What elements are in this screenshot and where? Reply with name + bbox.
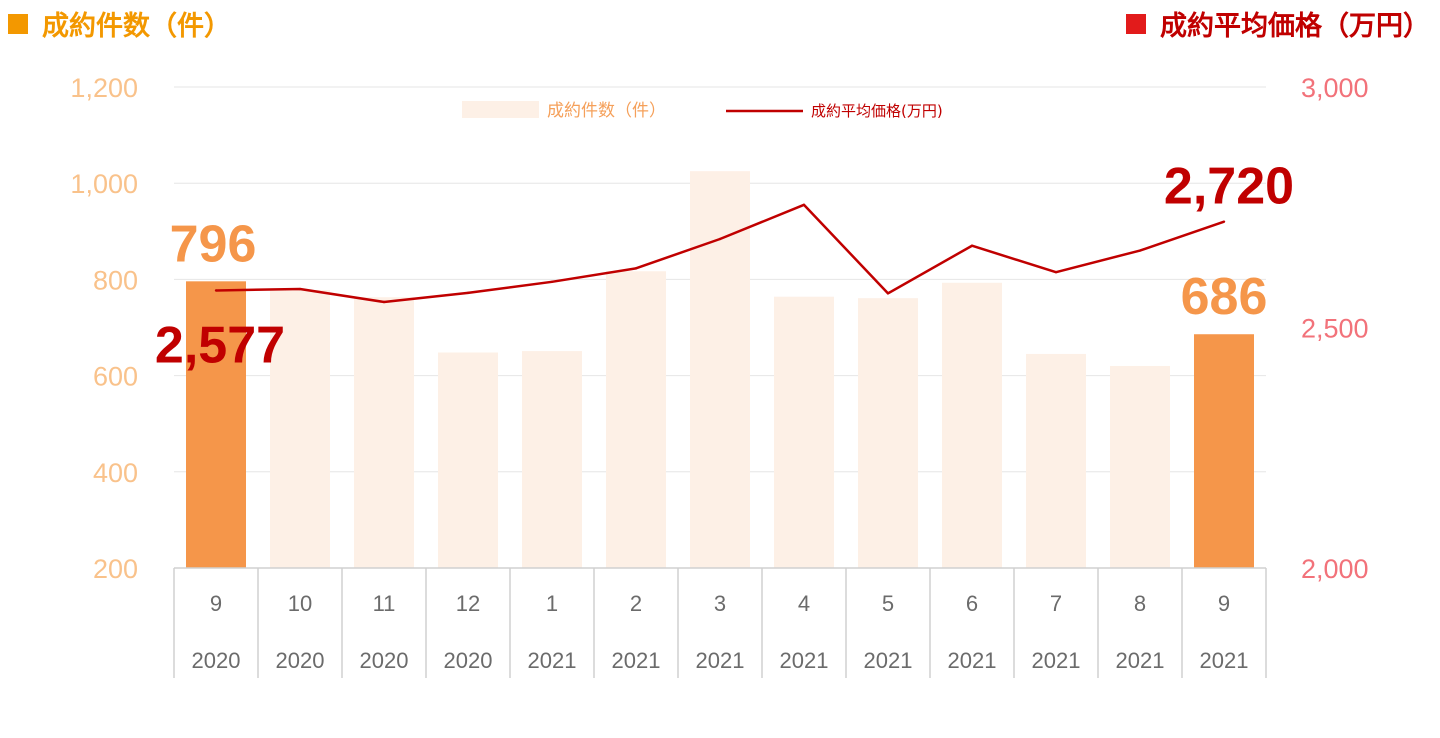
bar [1194,334,1254,568]
bar [438,352,498,568]
line-point [970,244,974,247]
x-tick-label-month: 5 [882,591,894,616]
left-tick-label: 1,000 [70,169,138,199]
legend-line-label: 成約平均価格(万円) [811,102,943,120]
bar [354,297,414,568]
x-tick-label-year: 2021 [528,648,577,673]
data-label: 796 [170,215,257,273]
x-tick-label-year: 2021 [696,648,745,673]
x-tick-label-month: 7 [1050,591,1062,616]
bar [186,281,246,568]
line-point [214,289,218,292]
x-tick-label-month: 12 [456,591,480,616]
x-tick-label-month: 9 [210,591,222,616]
right-axis-title: 成約平均価格（万円） [1126,4,1430,43]
x-tick-label-month: 4 [798,591,810,616]
bar [522,351,582,568]
data-label: 2,720 [1164,158,1294,216]
x-tick-label-year: 2020 [276,648,325,673]
right-tick-label: 2,500 [1301,314,1369,344]
x-tick-label-year: 2021 [948,648,997,673]
x-tick-label-month: 2 [630,591,642,616]
x-tick-label-month: 6 [966,591,978,616]
line-point [298,287,302,291]
bar [606,271,666,568]
line-point [1054,270,1058,274]
line-point [550,280,554,284]
x-tick-label-month: 11 [373,591,396,616]
bar [690,171,750,569]
left-tick-label: 1,200 [70,73,138,103]
bar [270,289,330,568]
left-axis-title-text: 成約件数（件） [42,11,231,42]
line-point [802,203,806,207]
x-tick-label-year: 2021 [1116,648,1165,673]
x-tick-label-month: 8 [1134,591,1146,616]
line-point [634,267,638,270]
right-axis-title-text: 成約平均価格（万円） [1160,11,1430,42]
bar-series-square-icon [8,13,28,34]
left-tick-label: 800 [93,265,138,295]
line-point [1138,249,1142,252]
x-tick-label-year: 2020 [444,648,493,673]
x-tick-label-year: 2021 [1032,648,1081,673]
data-label: 2,577 [155,316,285,374]
bar [774,296,834,568]
bar [942,282,1002,568]
x-tick-label-year: 2021 [780,648,829,673]
x-tick-label-year: 2020 [360,648,409,673]
x-tick-label-month: 10 [288,591,312,616]
data-label: 686 [1181,268,1268,326]
x-tick-label-month: 9 [1218,591,1230,616]
x-tick-label-year: 2020 [192,648,241,673]
line-point [718,237,722,241]
line-point [382,300,386,304]
left-axis-title: 成約件数（件） [8,4,231,43]
right-tick-label: 2,000 [1301,554,1369,584]
x-tick-label-year: 2021 [1200,648,1249,673]
legend-bar-label: 成約件数（件） [547,101,666,121]
right-tick-label: 3,000 [1301,73,1369,103]
left-tick-label: 200 [93,554,138,584]
bar [1110,365,1170,568]
line-point [466,291,470,295]
left-tick-label: 400 [93,458,138,488]
x-tick-label-year: 2021 [864,648,913,673]
x-tick-label-month: 3 [714,591,726,616]
x-tick-label-month: 1 [546,591,558,616]
bar [1026,353,1086,568]
line-point [886,292,890,295]
line-series-square-icon [1126,13,1146,34]
legend-bar-swatch [462,101,539,118]
left-tick-label: 600 [93,362,138,392]
bar [858,298,918,568]
line-point [1222,220,1226,223]
x-tick-label-year: 2021 [612,648,661,673]
